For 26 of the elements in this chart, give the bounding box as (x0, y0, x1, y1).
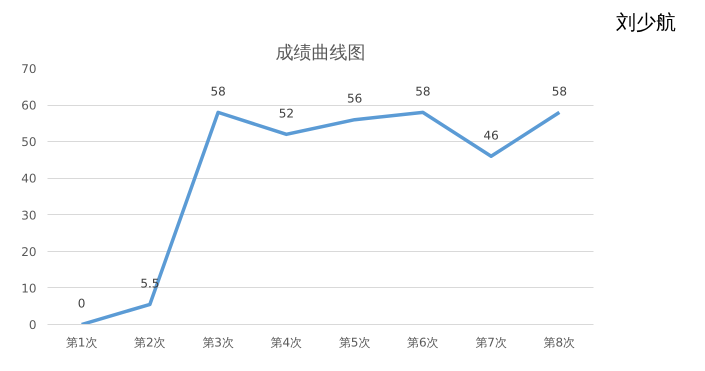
data-label: 56 (346, 92, 362, 106)
y-tick-label: 30 (21, 208, 37, 222)
y-tick-label: 20 (21, 244, 37, 259)
x-tick-label: 第2次 (134, 336, 166, 350)
data-label: 58 (552, 84, 568, 98)
x-tick-label: 第7次 (475, 336, 507, 350)
line-series (80, 110, 562, 324)
x-tick-label: 第8次 (544, 336, 576, 350)
data-label: 58 (210, 84, 226, 98)
x-tick-label: 第1次 (66, 336, 98, 350)
x-tick-label: 第5次 (338, 336, 370, 350)
y-tick-label: 50 (21, 135, 37, 150)
text: 刘少航 (616, 9, 676, 36)
y-tick-label: 40 (21, 172, 37, 186)
y-tick-label: 10 (21, 281, 37, 296)
data-label: 52 (278, 106, 294, 120)
x-tick-label: 第4次 (270, 336, 302, 350)
data-label: 46 (483, 128, 499, 142)
y-tick-label: 60 (21, 98, 37, 113)
y-tick-label: 0 (28, 318, 37, 332)
y-tick-label: 70 (21, 62, 37, 76)
x-tick-label: 第3次 (202, 336, 234, 350)
data-label: 0 (78, 296, 86, 310)
chart-title: 成绩曲线图 (276, 42, 366, 64)
x-tick-label: 第6次 (407, 336, 439, 350)
data-label: 58 (415, 84, 431, 98)
